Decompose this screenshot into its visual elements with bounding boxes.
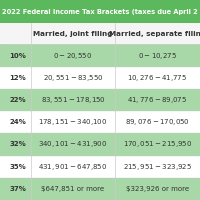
Text: 2022 Federal Income Tax Brackets (taxes due April 2: 2022 Federal Income Tax Brackets (taxes … bbox=[2, 9, 197, 15]
Text: $0 - $20,550: $0 - $20,550 bbox=[53, 51, 93, 61]
Text: $0 - $10,275: $0 - $10,275 bbox=[138, 51, 177, 61]
Text: $323,926 or more: $323,926 or more bbox=[126, 186, 189, 192]
Text: 35%: 35% bbox=[10, 164, 26, 170]
Text: $647,851 or more: $647,851 or more bbox=[41, 186, 105, 192]
Bar bbox=[0, 23, 200, 44]
Bar bbox=[0, 156, 200, 178]
Text: $41,776 - $89,075: $41,776 - $89,075 bbox=[127, 95, 188, 105]
Text: $10,276 - $41,775: $10,276 - $41,775 bbox=[127, 73, 188, 83]
Text: $215,951 - $323,925: $215,951 - $323,925 bbox=[123, 162, 192, 172]
Text: 22%: 22% bbox=[10, 97, 26, 103]
Text: $178,151 - $340,100: $178,151 - $340,100 bbox=[38, 117, 108, 127]
Bar bbox=[0, 178, 200, 200]
Text: $89,076 - $170,050: $89,076 - $170,050 bbox=[125, 117, 190, 127]
Bar bbox=[0, 111, 200, 133]
Bar bbox=[0, 44, 200, 67]
Text: Married, joint filing: Married, joint filing bbox=[33, 31, 113, 37]
Text: $340,101 - $431,900: $340,101 - $431,900 bbox=[38, 139, 108, 149]
Text: $431,901 - $647,850: $431,901 - $647,850 bbox=[38, 162, 108, 172]
Text: 10%: 10% bbox=[9, 53, 26, 59]
Bar bbox=[0, 67, 200, 89]
Text: 37%: 37% bbox=[9, 186, 26, 192]
Text: $170,051 - $215,950: $170,051 - $215,950 bbox=[123, 139, 192, 149]
Text: $20,551 - $83,550: $20,551 - $83,550 bbox=[43, 73, 103, 83]
Bar bbox=[0, 133, 200, 156]
Bar bbox=[0, 0, 200, 23]
Text: $83,551 - $178,150: $83,551 - $178,150 bbox=[41, 95, 105, 105]
Text: Married, separate filing: Married, separate filing bbox=[109, 31, 200, 37]
Text: 12%: 12% bbox=[10, 75, 26, 81]
Bar bbox=[0, 89, 200, 111]
Text: 32%: 32% bbox=[10, 141, 26, 147]
Text: 24%: 24% bbox=[9, 119, 26, 125]
